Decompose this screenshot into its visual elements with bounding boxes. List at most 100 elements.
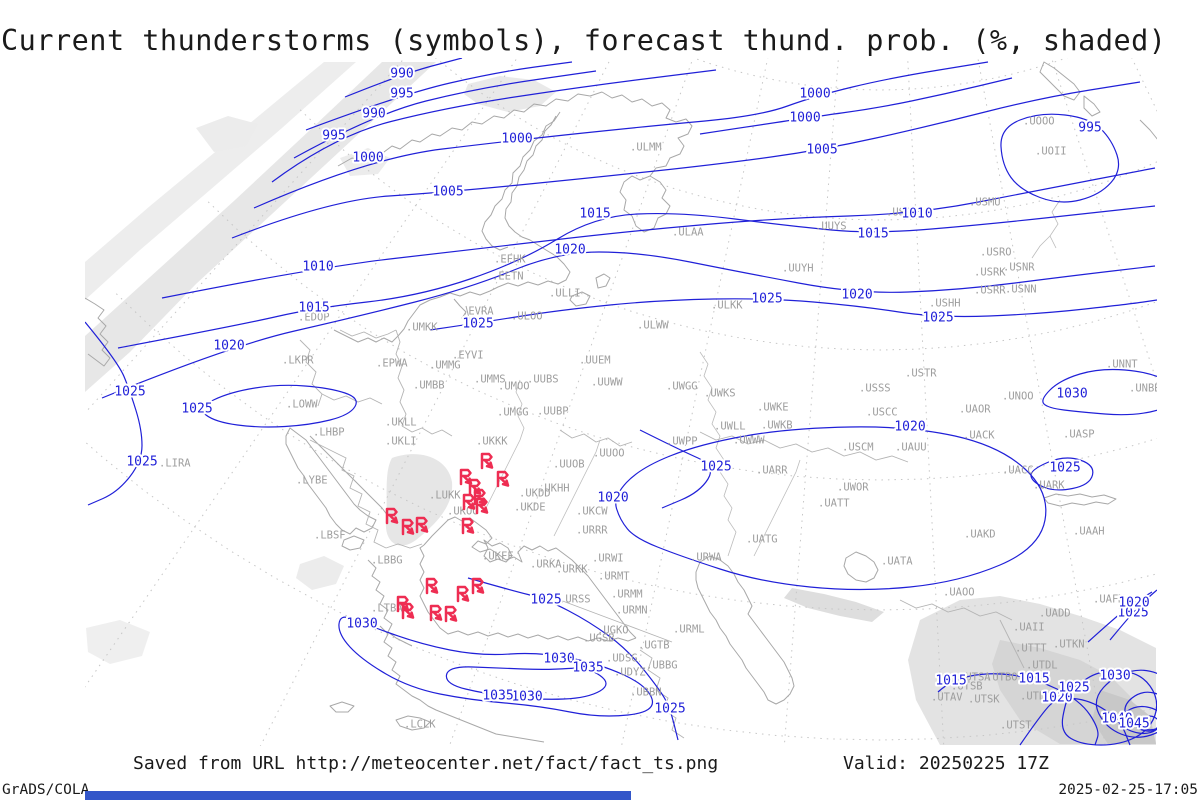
country-border [401,425,453,437]
isobar-label: 1000 [501,132,532,147]
station-label: .UBBN [630,687,662,699]
country-border [309,439,387,549]
shaded-probability-area [1092,690,1156,744]
station-label: .UKFF [482,551,514,563]
country-border [395,329,407,427]
station-label: .LYBE [296,475,328,487]
country-border [899,599,1013,621]
isobar-label: 1030 [1056,387,1087,402]
country-border [999,619,1025,669]
isobar-1030 [338,616,654,717]
coastline [601,91,693,177]
station-label: .UGTB [638,640,670,652]
parallel-line [435,58,1157,221]
station-label: .UKHH [538,483,570,495]
station-label: .UMBB [413,380,445,392]
station-label: .UTSA [959,672,991,684]
station-label: .ULLI [549,288,581,300]
station-label: .UNNT [1106,359,1138,371]
isobar-label: 1025 [922,311,953,326]
isobar-label: 1000 [799,87,830,102]
station-label: .UTAV [931,692,963,704]
meridian-line [977,58,1106,746]
isobar-1015 [117,205,1156,349]
isobar-label: 1025 [1117,606,1148,621]
station-label: .LIRA [159,458,191,470]
isobar-label: 1030 [1099,669,1130,684]
coastline [341,535,365,551]
isobar-label: 1025 [751,292,782,307]
isobar-label: 1000 [352,151,383,166]
station-label: .USRR [974,285,1006,297]
station-label: .EVRA [462,306,494,318]
coastline [483,539,513,563]
shaded-probability-area [196,116,258,152]
station-label: .UUOB [553,459,585,471]
station-label: .UAAH [1073,526,1105,538]
station-label: .USTR [905,368,937,380]
isobar-label: 995 [322,129,345,144]
station-label: .LHBP [313,427,345,439]
station-label: .UUYH [782,263,814,275]
isobar-label: 1030 [511,690,542,705]
station-label: .UWWW [733,435,765,447]
station-label: .USNN [1005,284,1037,296]
thunderstorm-icon [425,577,439,595]
shaded-probability-area [85,62,436,392]
station-label: .LTBA [371,603,403,615]
station-label: .LCLK [404,719,436,731]
station-label: .ULKK [711,300,743,312]
isobar-label: 1020 [1041,691,1072,706]
station-label: .UUOO [593,448,625,460]
station-label: .UUEM [579,355,611,367]
station-label: .UTKN [1053,639,1085,651]
shaded-probability-area [85,62,356,300]
river-line [553,439,601,537]
meridian-line [621,58,769,746]
station-label: .UTBO [986,672,1018,684]
isobar-label: 990 [390,67,413,82]
station-label: .UOII [1035,146,1067,158]
grads-cola-credit: GrADS/COLA [2,782,90,798]
isobar-1025 [1061,670,1157,746]
station-label: .URMT [598,571,630,583]
station-label: .UATG [746,534,778,546]
station-label: .UTTT [1015,643,1047,655]
country-border [559,429,633,447]
isobar-1020 [1019,697,1131,746]
shaded-probability-area [296,556,344,590]
isobar-label: 1020 [597,491,628,506]
country-border [699,431,909,463]
station-label: .UWKS [704,388,736,400]
station-label: .USRO [980,247,1012,259]
station-label: .USMU [969,197,1001,209]
isobar-label: 1010 [302,260,333,275]
isobar-1005 [231,81,1141,239]
station-label: .UARR [756,465,788,477]
probability-shading-layer [85,62,1198,745]
station-label: .UATT [818,498,850,510]
station-label: .UMMG [429,360,461,372]
isobar-1015 [937,673,1099,746]
isobar-1000 [253,61,989,209]
isobar-1030 [1095,669,1157,738]
isobar-label: 1005 [806,143,837,158]
country-border [559,599,673,643]
render-timestamp: 2025-02-25-17:05 [1058,782,1198,798]
station-label: .UKKK [476,436,508,448]
coastline [309,435,389,517]
station-label: .USNR [1003,262,1035,274]
isobar-label: 1030 [543,652,574,667]
station-label: .LBBG [371,555,403,567]
station-label: .EYVI [452,350,484,362]
station-label: .UNOO [1002,391,1034,403]
shaded-probability-area [784,588,884,622]
shaded-probability-area [1158,62,1198,100]
river-line [483,379,525,513]
isobars-layer [85,58,1157,746]
station-label: .UARK [1033,480,1065,492]
station-label: .UMGG [497,407,529,419]
